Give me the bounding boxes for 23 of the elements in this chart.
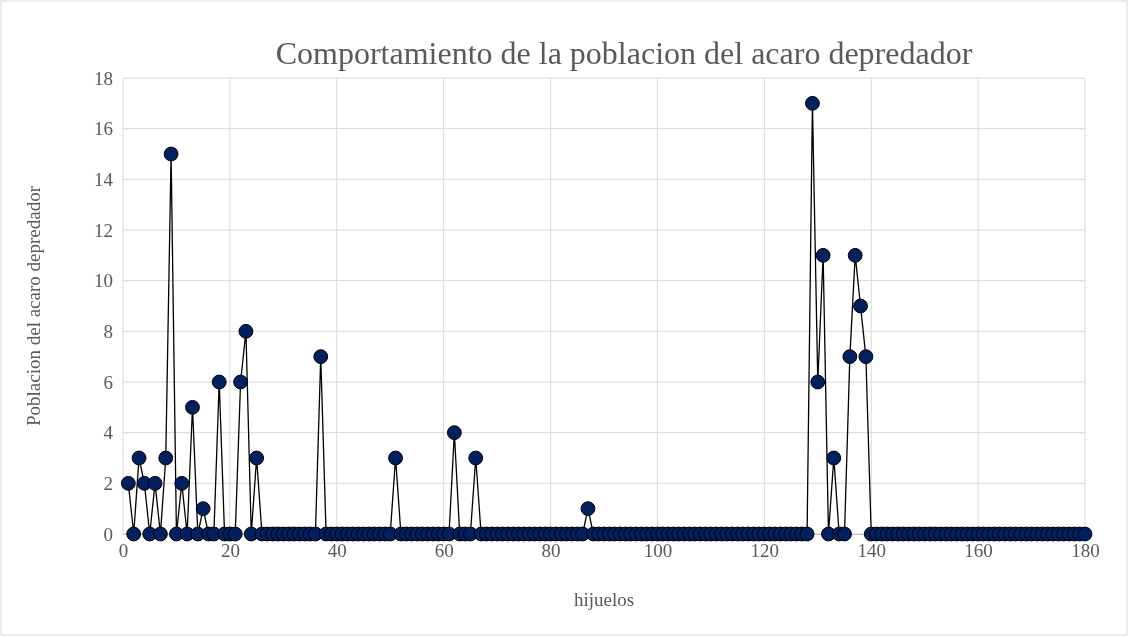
x-tick-label: 80 xyxy=(541,540,561,562)
x-tick-label: 40 xyxy=(327,540,347,562)
y-tick-label: 2 xyxy=(103,472,113,494)
x-tick-label: 0 xyxy=(118,540,129,562)
y-tick-label: 0 xyxy=(103,523,113,545)
y-tick-label: 18 xyxy=(94,67,113,89)
x-axis-title: hijuelos xyxy=(573,589,635,610)
y-tick-label: 14 xyxy=(94,168,114,190)
x-tick-label: 20 xyxy=(220,540,240,562)
chart-title: Comportamiento de la poblacion del acaro depredador xyxy=(275,35,973,71)
y-axis-title: Poblacion del acaro depredador xyxy=(23,185,44,427)
y-tick-label: 8 xyxy=(103,320,113,342)
y-tick-label: 4 xyxy=(103,422,114,444)
y-tick-label: 16 xyxy=(94,118,113,140)
y-tick-label: 6 xyxy=(103,371,113,393)
x-tick-label: 120 xyxy=(750,540,780,562)
x-tick-label: 60 xyxy=(434,540,454,562)
y-tick-label: 10 xyxy=(94,270,113,292)
x-tick-label: 180 xyxy=(1071,540,1100,562)
x-tick-label: 100 xyxy=(643,540,673,562)
x-tick-label: 160 xyxy=(964,540,993,562)
x-tick-label: 140 xyxy=(857,540,886,562)
y-tick-label: 12 xyxy=(94,219,113,241)
